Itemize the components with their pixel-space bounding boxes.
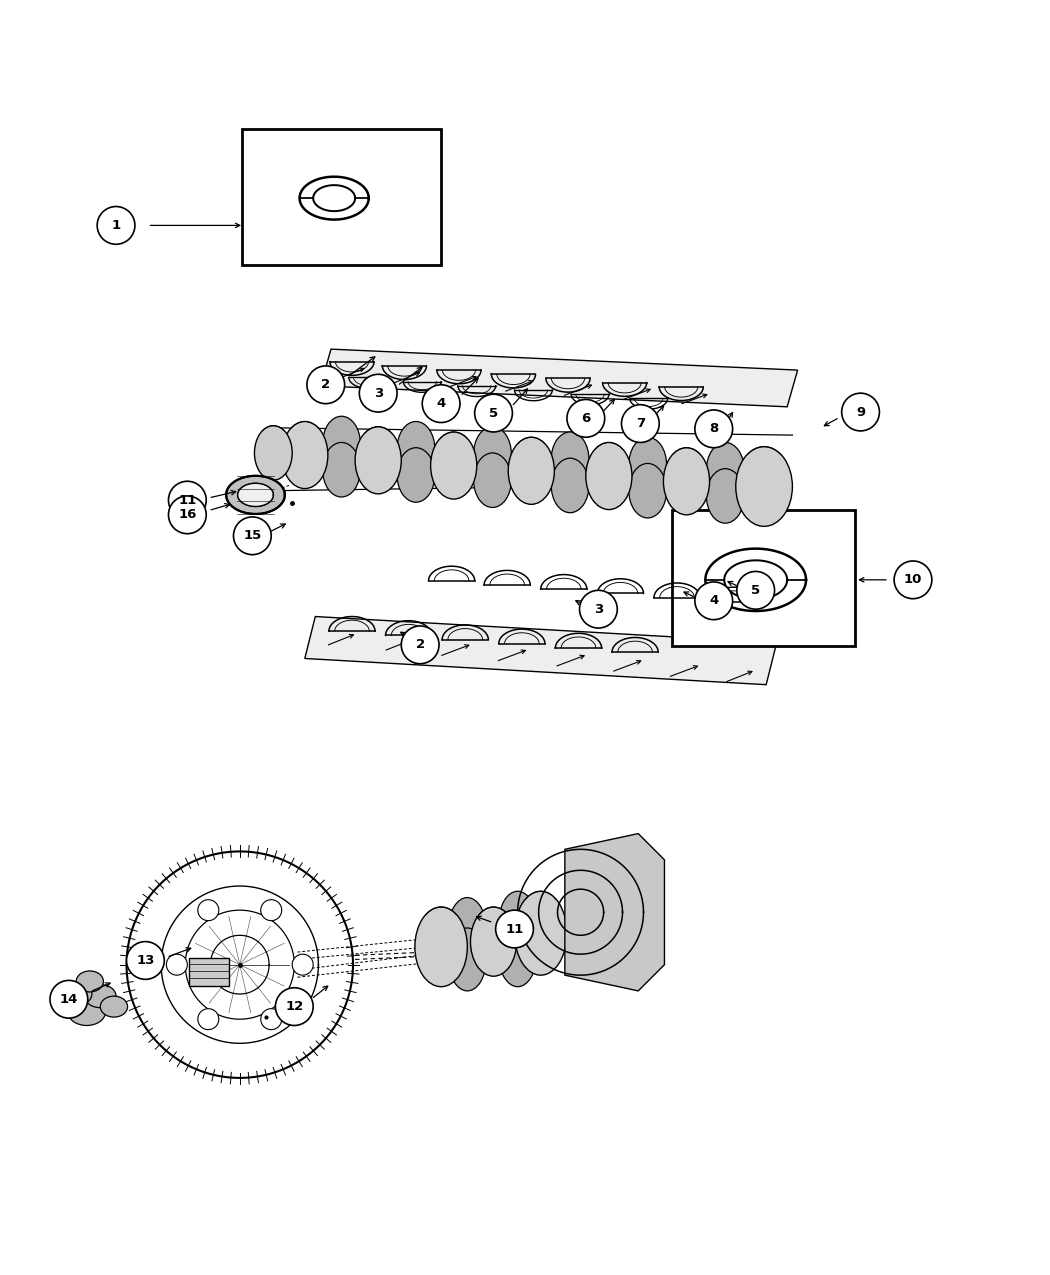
Text: 15: 15 <box>244 529 261 542</box>
Ellipse shape <box>77 972 104 992</box>
Circle shape <box>737 571 775 609</box>
Ellipse shape <box>551 432 589 487</box>
Circle shape <box>197 1009 218 1030</box>
Ellipse shape <box>101 996 128 1017</box>
Text: 5: 5 <box>489 407 498 419</box>
Circle shape <box>260 1009 281 1030</box>
Bar <box>672 510 856 646</box>
Text: 7: 7 <box>636 417 645 430</box>
Circle shape <box>168 481 206 519</box>
Circle shape <box>307 366 344 404</box>
Ellipse shape <box>474 453 511 507</box>
Circle shape <box>292 954 313 975</box>
Ellipse shape <box>448 928 486 991</box>
Ellipse shape <box>470 907 517 977</box>
Ellipse shape <box>322 416 360 470</box>
Circle shape <box>695 411 733 448</box>
Text: 10: 10 <box>904 574 922 586</box>
Ellipse shape <box>508 437 554 505</box>
Text: 6: 6 <box>582 412 590 425</box>
Text: 2: 2 <box>416 639 424 652</box>
Circle shape <box>695 581 733 620</box>
Circle shape <box>50 980 88 1019</box>
Bar <box>242 129 441 265</box>
Ellipse shape <box>85 984 117 1007</box>
Text: 14: 14 <box>60 993 78 1006</box>
Circle shape <box>197 900 218 921</box>
Text: 4: 4 <box>437 397 446 411</box>
Ellipse shape <box>355 427 401 493</box>
Ellipse shape <box>629 437 667 492</box>
Circle shape <box>233 516 271 555</box>
Circle shape <box>401 626 439 664</box>
Ellipse shape <box>736 446 793 527</box>
Circle shape <box>842 393 880 431</box>
Polygon shape <box>565 834 665 991</box>
Ellipse shape <box>629 463 667 518</box>
Text: 1: 1 <box>111 219 121 232</box>
Ellipse shape <box>68 998 106 1025</box>
Text: 11: 11 <box>178 493 196 506</box>
Circle shape <box>98 207 134 245</box>
Circle shape <box>567 399 605 437</box>
Circle shape <box>168 496 206 534</box>
Text: 3: 3 <box>594 603 603 616</box>
Ellipse shape <box>707 442 744 497</box>
Circle shape <box>166 954 187 975</box>
Ellipse shape <box>237 483 273 506</box>
Text: 3: 3 <box>374 386 383 399</box>
Ellipse shape <box>664 448 710 515</box>
Ellipse shape <box>586 442 632 510</box>
Text: 5: 5 <box>751 584 760 597</box>
Ellipse shape <box>415 907 467 987</box>
Ellipse shape <box>448 898 486 960</box>
Polygon shape <box>304 617 777 685</box>
Ellipse shape <box>61 983 92 1006</box>
Bar <box>189 959 229 986</box>
Ellipse shape <box>499 891 537 954</box>
Ellipse shape <box>322 442 360 497</box>
Polygon shape <box>320 349 798 407</box>
Ellipse shape <box>499 924 537 987</box>
Text: 16: 16 <box>178 509 196 521</box>
Text: 8: 8 <box>709 422 718 435</box>
Ellipse shape <box>254 426 292 481</box>
Text: 12: 12 <box>286 1000 303 1014</box>
Circle shape <box>622 404 659 442</box>
Ellipse shape <box>474 427 511 481</box>
Circle shape <box>422 385 460 422</box>
Ellipse shape <box>514 891 567 975</box>
Ellipse shape <box>707 469 744 523</box>
Circle shape <box>359 375 397 412</box>
Circle shape <box>275 988 313 1025</box>
Ellipse shape <box>430 432 477 499</box>
Text: 13: 13 <box>136 954 154 966</box>
Circle shape <box>260 900 281 921</box>
Ellipse shape <box>397 422 435 476</box>
Ellipse shape <box>397 448 435 502</box>
Circle shape <box>475 394 512 432</box>
Ellipse shape <box>226 476 285 514</box>
Text: 2: 2 <box>321 379 331 391</box>
Ellipse shape <box>551 458 589 513</box>
Circle shape <box>580 590 617 629</box>
Text: 9: 9 <box>856 405 865 418</box>
Circle shape <box>127 942 164 979</box>
Text: 11: 11 <box>505 923 524 936</box>
Circle shape <box>895 561 931 599</box>
Ellipse shape <box>281 422 328 488</box>
Circle shape <box>496 910 533 947</box>
Text: 4: 4 <box>709 594 718 607</box>
